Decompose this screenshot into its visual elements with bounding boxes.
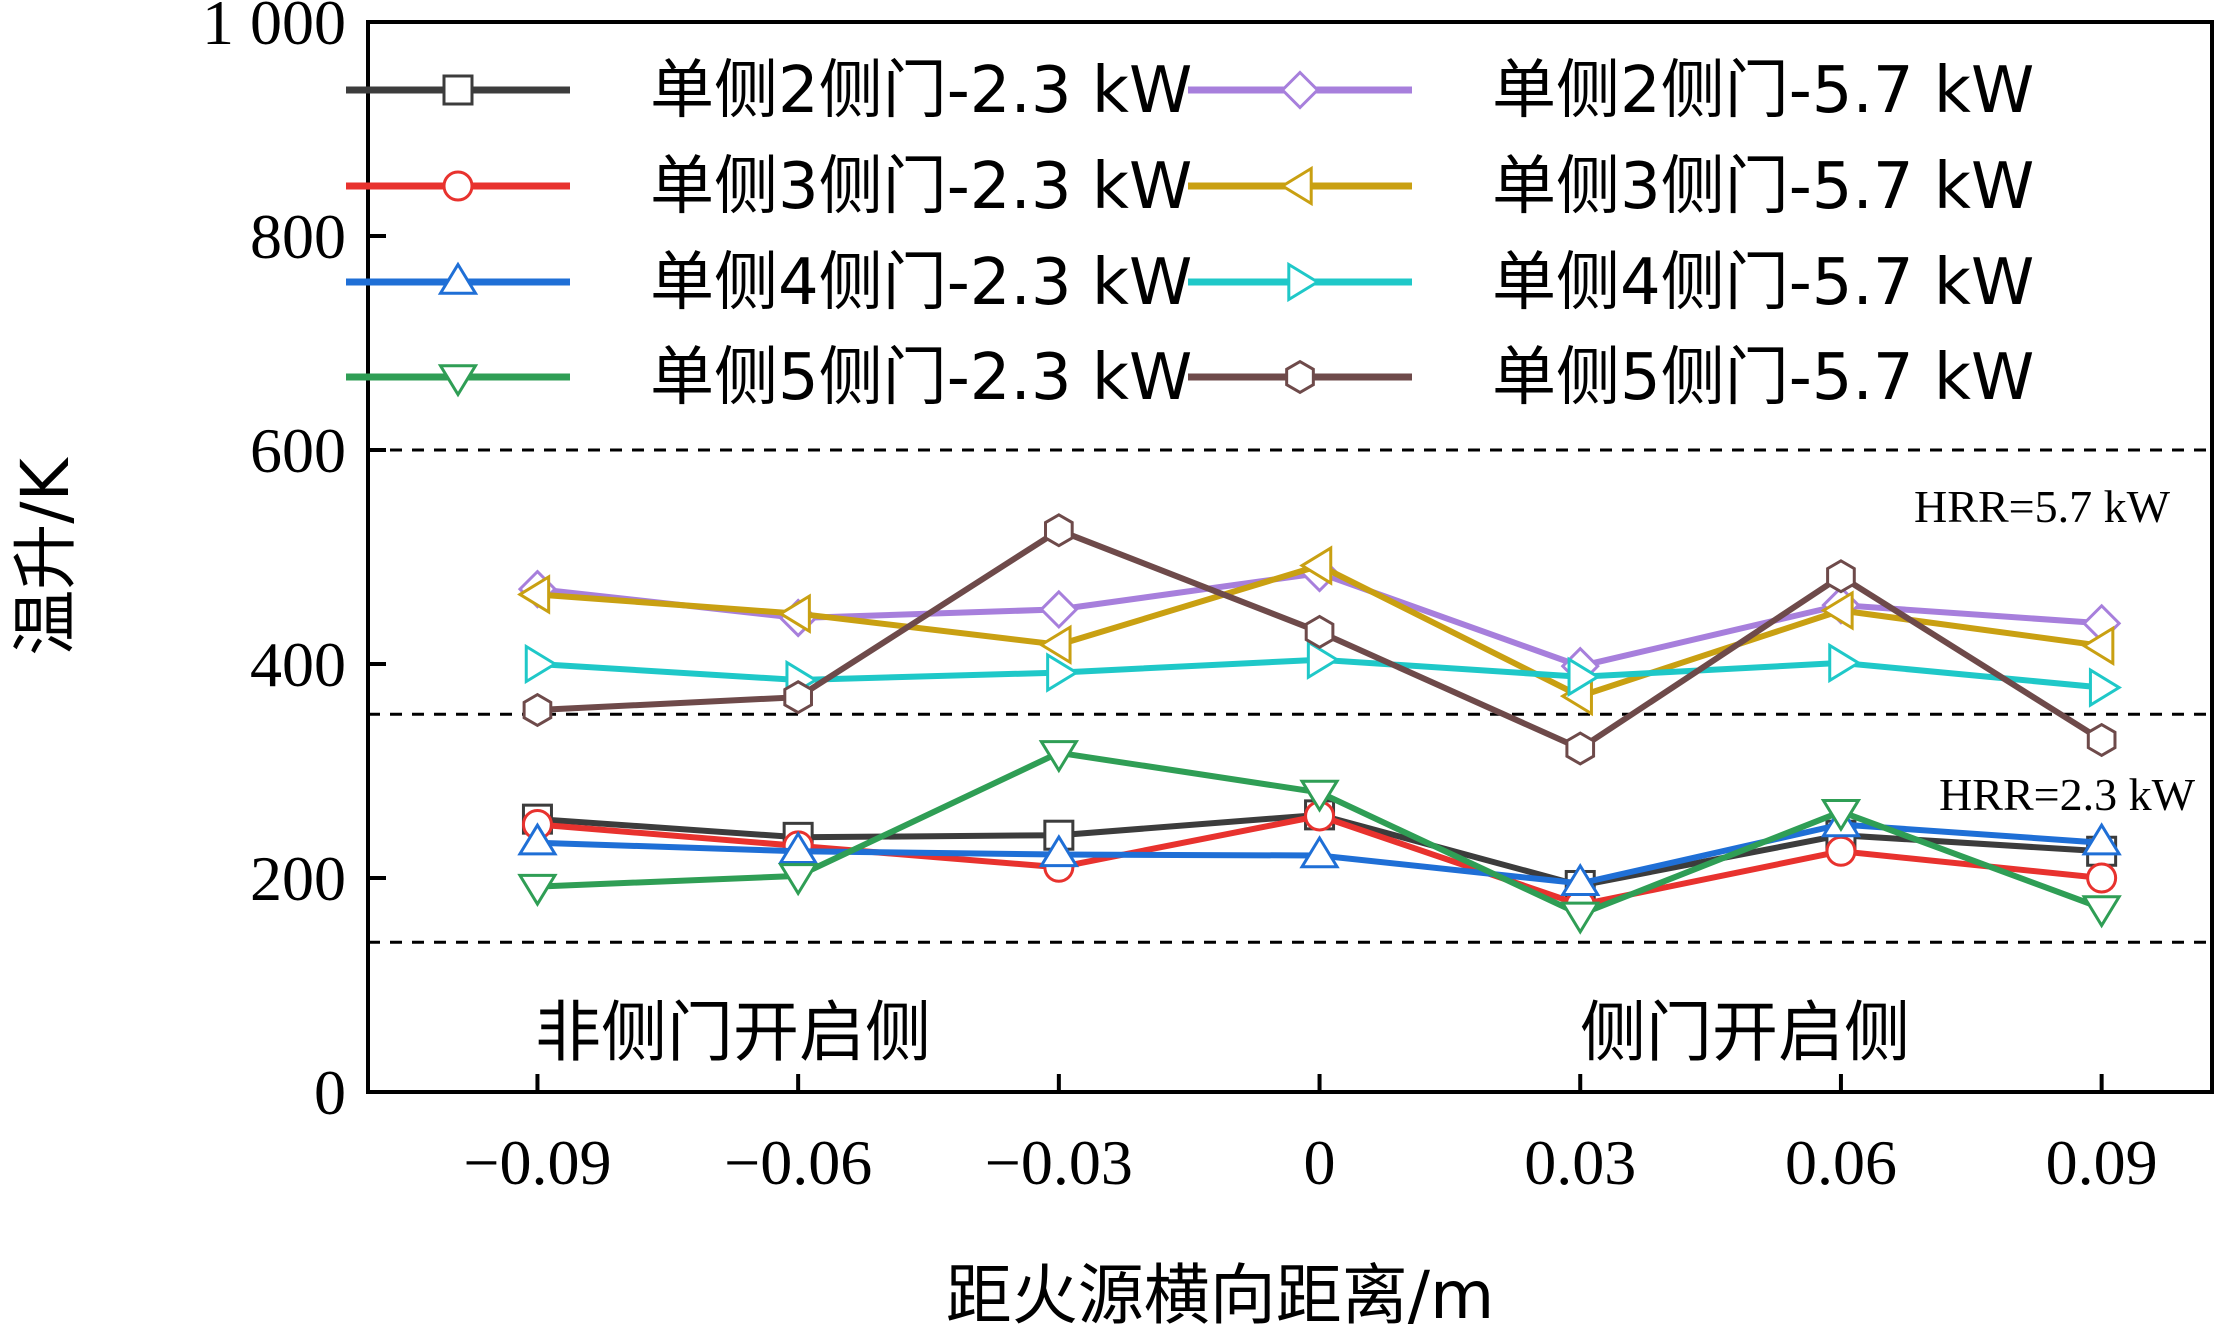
x-tick-label: −0.03 [985,1127,1133,1198]
data-point [783,680,813,715]
data-point [1038,740,1080,774]
axes: 0 200 400 600 800 1 000 −0.09 −0.06 −0.03 0 0.03 0.… [202,0,2158,1198]
legend-swatch-marker [442,170,474,202]
data-point [1046,652,1080,693]
y-tick-label: 0 [314,1057,346,1128]
data-point [517,873,558,907]
annotation-1: HRR=5.7 kW [1914,481,2171,532]
data-point [777,830,819,864]
data-point [2081,895,2122,929]
data-point [2088,667,2123,708]
annotation-3: 非侧门开启侧 [535,994,931,1071]
legend-label: 单侧5侧门-5.7 kW [1492,341,2034,415]
series-4 [517,740,2122,935]
legend-swatch-marker [437,364,479,398]
y-axis-title: 温升/K [7,457,84,656]
legend-item: 单侧2侧门-2.3 kW [346,54,1192,128]
legend-label: 单侧4侧门-5.7 kW [1492,246,2034,320]
legend-item: 单侧5侧门-5.7 kW [1188,341,2034,415]
series-8 [522,513,2117,766]
y-tick-label: 800 [250,201,346,272]
data-point [1038,834,1080,868]
data-point [1039,589,1079,630]
data-point [1299,779,1340,813]
legend-label: 单侧3侧门-2.3 kW [650,150,1192,224]
legend-label: 单侧5侧门-2.3 kW [650,341,1192,415]
legend-swatch-marker [437,261,479,295]
legend-label: 单侧2侧门-5.7 kW [1492,54,2034,128]
data-point [1565,731,1596,766]
data-point [517,574,551,615]
plot-area-frame [366,20,2214,1094]
annotations: HRR=5.7 kW HRR=2.3 kW 非侧门开启侧 侧门开启侧 [535,481,2196,1071]
data-point [1560,862,1601,897]
legend: 单侧2侧门-2.3 kW 单侧3侧门-2.3 kW 单侧4侧门-2.3 kW 单侧5侧… [346,54,2034,415]
data-point [1826,559,1856,594]
legend-item: 单侧3侧门-2.3 kW [346,150,1192,224]
data-point [1820,798,1862,833]
legend-swatch-marker [1279,165,1313,207]
legend-label: 单侧4侧门-2.3 kW [650,246,1192,320]
data-point [1299,835,1340,869]
data-point [1820,590,1854,631]
legend-item: 单侧3侧门-5.7 kW [1188,150,2034,224]
data-point [2081,822,2122,856]
data-point [1828,642,1862,684]
data-point [1306,639,1340,680]
legend-label: 单侧3侧门-5.7 kW [1492,150,2034,224]
x-tick-label: −0.09 [463,1127,611,1198]
annotation-2: HRR=2.3 kW [1939,769,2196,820]
legend-label: 单侧2侧门-2.3 kW [650,54,1192,128]
data-point [2086,862,2118,894]
x-tick-label: 0 [1304,1127,1336,1198]
x-tick-label: −0.06 [724,1127,872,1198]
data-point [1567,656,1601,698]
series-group [517,513,2123,935]
data-point [524,643,558,685]
legend-item: 单侧4侧门-2.3 kW [346,246,1192,320]
series-7 [524,639,2123,708]
annotation-4: 侧门开启侧 [1580,994,1910,1071]
legend-swatch-marker [1287,261,1321,303]
y-tick-label: 200 [250,843,346,914]
series-6 [517,545,2115,717]
data-point [1044,513,1074,548]
data-point [777,863,819,897]
data-point [517,822,558,856]
x-axis-title: 距火源横向距离/m [946,1257,1495,1334]
legend-swatch-marker [442,74,474,106]
y-tick-label: 600 [250,415,346,486]
data-point [777,593,811,634]
y-tick-label: 1 000 [202,0,346,58]
data-point [522,692,553,728]
legend-item: 单侧4侧门-5.7 kW [1188,246,2034,320]
data-point [2081,625,2115,666]
x-tick-label: 0.09 [2046,1127,2158,1198]
data-point [1304,614,1335,650]
data-point [2086,722,2117,758]
data-point [1299,545,1333,586]
legend-item: 单侧2侧门-5.7 kW [1188,54,2034,128]
x-tick-label: 0.03 [1524,1127,1636,1198]
legend-swatch-marker [1280,70,1320,110]
data-point [1560,901,1601,935]
legend-swatch-marker [1285,359,1315,395]
data-point [1038,624,1072,665]
legend-item: 单侧5侧门-2.3 kW [346,341,1192,415]
y-tick-label: 400 [250,629,346,700]
x-tick-label: 0.06 [1785,1127,1897,1198]
data-point [1825,835,1857,867]
